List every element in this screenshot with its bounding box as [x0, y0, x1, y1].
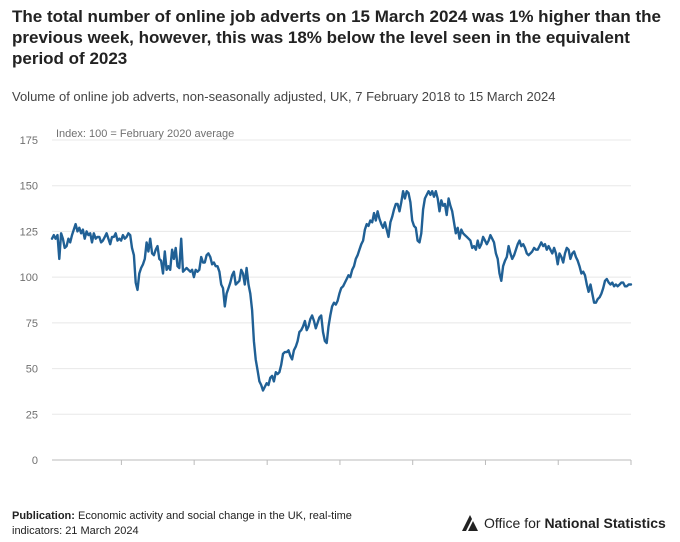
series-group [50, 190, 633, 392]
series-line [50, 190, 633, 392]
line-chart: 025507510012515017501 Nov 201808 Aug 201… [20, 128, 633, 467]
chart-subtitle: Volume of online job adverts, non-season… [12, 89, 556, 104]
y-tick-label: 125 [20, 226, 38, 238]
gridlines [52, 139, 631, 415]
ons-logo[interactable]: Office for National Statistics [460, 512, 666, 534]
y-tick-label: 100 [20, 272, 38, 284]
publication-footer: Publication: Economic activity and socia… [12, 509, 392, 539]
publication-text: Economic activity and social change in t… [12, 510, 352, 537]
axes: 025507510012515017501 Nov 201808 Aug 201… [20, 135, 632, 467]
y-tick-label: 175 [20, 135, 38, 147]
ons-logo-icon [462, 515, 478, 531]
chart-title: The total number of online job adverts o… [12, 7, 661, 68]
ons-logo-text-part2: National Statistics [544, 515, 666, 531]
y-tick-label: 150 [20, 181, 38, 193]
y-tick-label: 50 [26, 364, 38, 376]
publication-label: Publication: [12, 510, 75, 522]
ons-logo-text-part1: Office for [484, 515, 545, 531]
ons-logo-text: Office for National Statistics [484, 515, 666, 531]
y-tick-label: 25 [26, 409, 38, 421]
index-annotation: Index: 100 = February 2020 average [56, 128, 234, 140]
y-tick-label: 75 [26, 318, 38, 330]
y-tick-label: 0 [32, 455, 38, 467]
